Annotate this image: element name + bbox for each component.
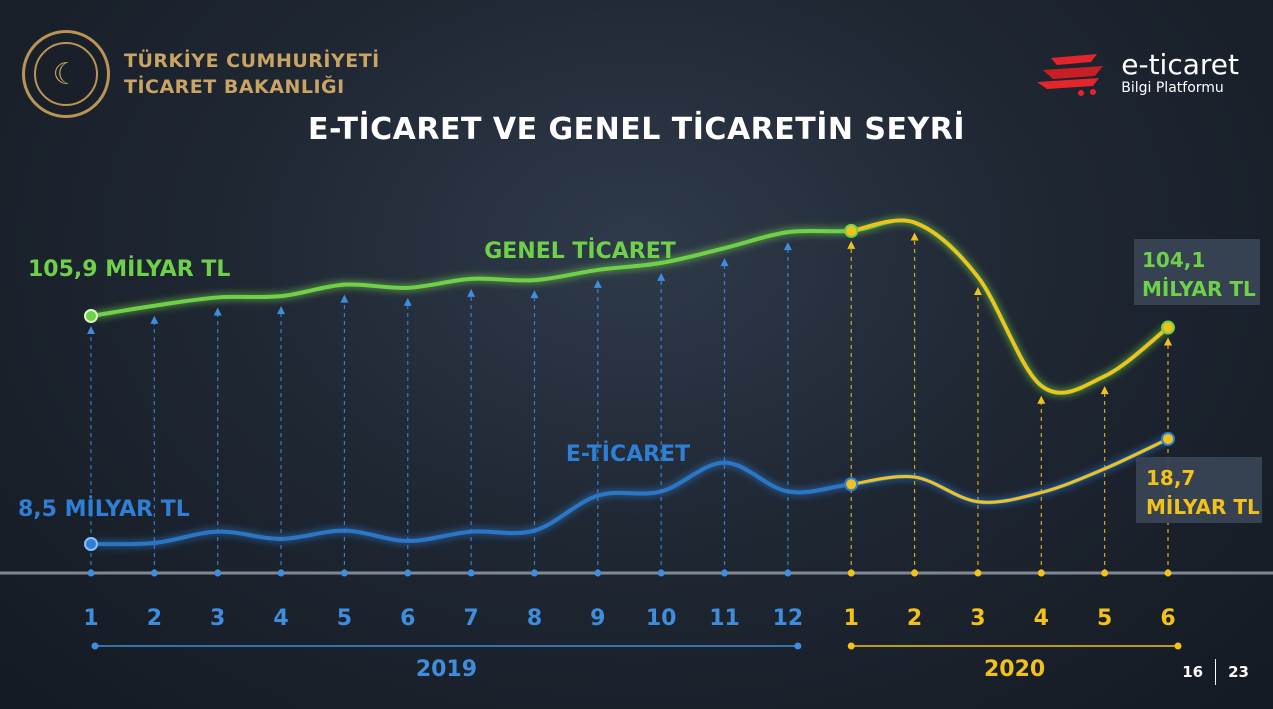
guide-arrow-6 <box>403 297 412 306</box>
axis-dot-2 <box>150 569 158 577</box>
year-bracket-end-2019 <box>794 642 802 650</box>
x-tick-label: 4 <box>1034 606 1049 631</box>
x-tick-label: 3 <box>210 606 225 631</box>
eticaret-end-value-number: 18,7 <box>1146 466 1195 490</box>
x-tick-label: 2 <box>907 606 922 631</box>
axis-dot-3 <box>214 569 222 577</box>
axis-dot-13 <box>847 569 855 577</box>
guide-arrow-13 <box>847 240 856 249</box>
genel-ticaret-line-2020 <box>850 218 1170 395</box>
axis-dot-15 <box>974 569 982 577</box>
genel-start-value-label: 105,9 MİLYAR TL <box>28 256 230 282</box>
cart-logo-icon <box>1033 48 1115 98</box>
axis-dot-16 <box>1037 569 1045 577</box>
genel-ticaret-series-label: GENEL TİCARET <box>484 238 676 264</box>
guide-arrow-1 <box>87 326 95 334</box>
year-bracket-start-2020 <box>847 642 855 650</box>
axis-dot-1 <box>87 569 95 577</box>
axis-dot-6 <box>404 569 412 577</box>
x-tick-label: 6 <box>1160 606 1175 631</box>
year-bracket-start-2019 <box>91 642 99 650</box>
guide-arrow-3 <box>213 307 222 316</box>
axis-dot-11 <box>721 569 729 577</box>
guide-arrow-2 <box>150 315 159 324</box>
guide-arrow-4 <box>277 306 286 315</box>
ministry-seal-icon: ☾ <box>22 30 110 118</box>
axis-dot-8 <box>530 569 538 577</box>
year-label-2020: 2020 <box>984 657 1045 682</box>
axis-dot-9 <box>594 569 602 577</box>
x-tick-label: 8 <box>527 606 542 631</box>
genel-point-18 <box>1161 320 1175 335</box>
x-tick-label: 6 <box>400 606 415 631</box>
genel-end-value-unit: MİLYAR TL <box>1142 277 1256 301</box>
eticaret-point-1 <box>84 537 98 551</box>
eticaret-end-value-unit: MİLYAR TL <box>1146 495 1260 519</box>
x-tick-label: 10 <box>646 606 677 631</box>
eticaret-brand: e-ticaret Bilgi Platformu <box>1033 48 1239 98</box>
eticaret-point-13 <box>844 477 859 492</box>
x-tick-label: 9 <box>590 606 605 631</box>
page-number: 16 23 <box>1182 659 1249 685</box>
guide-arrow-18 <box>1164 337 1172 346</box>
guide-arrow-14 <box>910 232 919 241</box>
page-total: 23 <box>1228 663 1249 681</box>
x-tick-label: 3 <box>970 606 985 631</box>
genel-point-13 <box>844 223 859 238</box>
eticaret-series-label: E-TİCARET <box>566 441 690 467</box>
x-tick-label: 5 <box>1097 606 1112 631</box>
x-tick-label: 12 <box>773 606 804 631</box>
ministry-header: ☾ TÜRKİYE CUMHURİYETİ TİCARET BAKANLIĞI <box>22 28 380 120</box>
axis-dot-18 <box>1164 569 1172 577</box>
ministry-name-line2: TİCARET BAKANLIĞI <box>124 76 345 98</box>
guide-arrow-15 <box>973 286 982 295</box>
guide-arrow-7 <box>467 288 476 297</box>
axis-dot-4 <box>277 569 285 577</box>
year-bracket-end-2020 <box>1174 642 1182 650</box>
x-tick-label: 4 <box>273 606 288 631</box>
x-tick-label: 7 <box>463 606 478 631</box>
x-tick-label: 1 <box>83 606 98 631</box>
page-title: E-TİCARET VE GENEL TİCARETİN SEYRİ <box>307 112 966 147</box>
axis-dot-10 <box>657 569 665 577</box>
year-label-2019: 2019 <box>416 657 477 682</box>
axis-dot-14 <box>911 569 919 577</box>
ministry-name: TÜRKİYE CUMHURİYETİ TİCARET BAKANLIĞI <box>124 48 380 100</box>
guide-arrow-17 <box>1100 386 1109 395</box>
genel-end-value-box <box>1134 239 1260 305</box>
guide-arrow-10 <box>657 272 666 281</box>
page-current: 16 <box>1182 663 1204 681</box>
x-tick-label: 1 <box>844 606 859 631</box>
x-tick-label: 11 <box>709 606 740 631</box>
guide-arrow-12 <box>783 242 792 251</box>
brand-subtitle: Bilgi Platformu <box>1121 80 1224 96</box>
eticaret-line-2020 <box>851 437 1169 504</box>
axis-dot-17 <box>1101 569 1109 577</box>
x-tick-label: 2 <box>147 606 162 631</box>
guide-arrow-5 <box>340 294 349 303</box>
eticaret-end-value-box <box>1136 457 1262 523</box>
x-tick-label: 5 <box>337 606 352 631</box>
ministry-name-line1: TÜRKİYE CUMHURİYETİ <box>124 50 380 72</box>
guide-arrow-16 <box>1037 395 1046 404</box>
eticaret-point-18 <box>1161 431 1175 446</box>
axis-dot-12 <box>784 569 792 577</box>
brand-name: e-ticaret <box>1121 48 1239 81</box>
axis-dot-7 <box>467 569 475 577</box>
page-divider <box>1215 659 1217 685</box>
crescent-icon: ☾ <box>34 42 98 106</box>
guide-arrow-9 <box>593 279 602 288</box>
eticaret-start-value-label: 8,5 MİLYAR TL <box>18 496 190 522</box>
axis-dot-5 <box>340 569 348 577</box>
guide-arrow-11 <box>720 258 729 267</box>
guide-arrow-8 <box>530 290 539 299</box>
genel-end-value-number: 104,1 <box>1142 248 1205 272</box>
genel-point-1 <box>84 309 98 323</box>
